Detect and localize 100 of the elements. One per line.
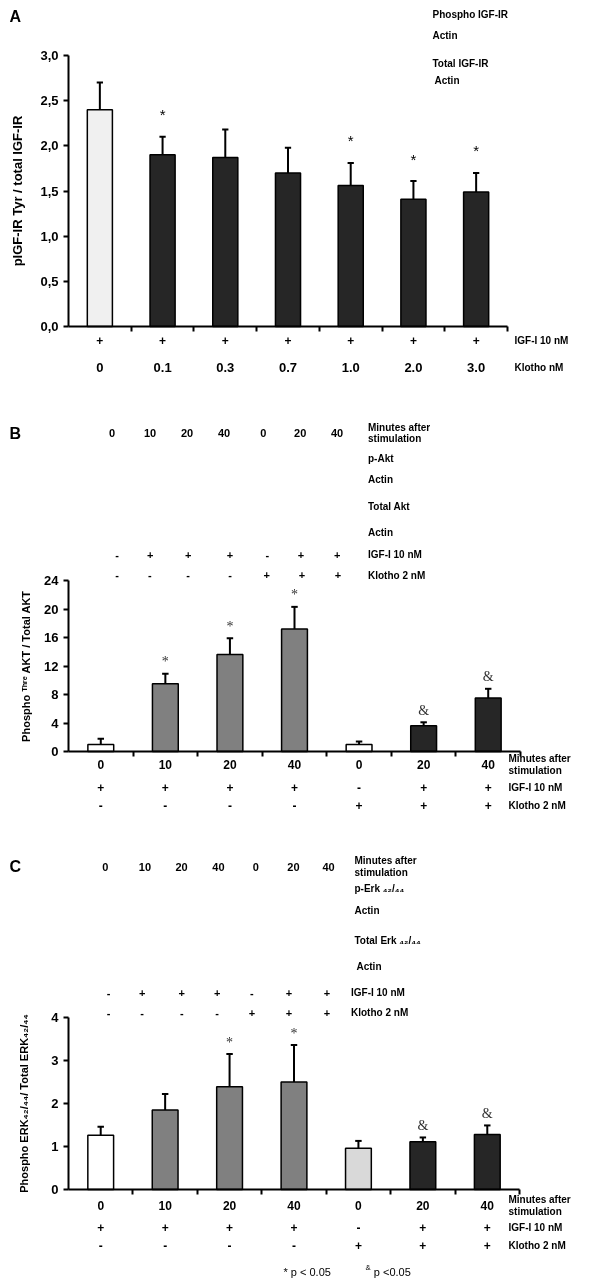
text: + xyxy=(178,986,186,999)
text: IGF-I 10 nM xyxy=(508,1222,563,1233)
y-tick-label: 1 xyxy=(51,1139,59,1154)
annotation: & xyxy=(481,1105,493,1121)
y-axis-title: pIGF-IR Tyr / total IGF-IR xyxy=(10,115,25,267)
text: Actin xyxy=(368,474,393,485)
x-tick-label: 0 - + xyxy=(354,1199,363,1253)
y-tick-label: 0 xyxy=(51,744,59,759)
x-tick-label: 40 + + xyxy=(481,758,496,813)
x-tick-label: 20 + - xyxy=(223,758,237,813)
x-tick-label: 40 + - xyxy=(287,1199,301,1253)
annotation: + xyxy=(248,1006,256,1019)
text: Minutes after stimulation xyxy=(368,421,431,445)
y-tick-label: 16 xyxy=(44,630,59,645)
text: Minutes after stimulation xyxy=(508,1194,571,1217)
annotation: - xyxy=(147,569,152,582)
y-tick-label: 8 xyxy=(51,687,59,702)
y-tick-label: 0,0 xyxy=(40,319,59,334)
annotation: - xyxy=(179,1006,184,1019)
text: 0 xyxy=(109,427,116,439)
text: + xyxy=(146,548,154,561)
y-tick-label: 0,5 xyxy=(40,273,59,289)
text: + xyxy=(226,548,234,561)
annotation: - xyxy=(106,1006,111,1019)
y-tick-label: 4 xyxy=(51,715,60,731)
x-tick-label: + 0.7 xyxy=(278,334,298,375)
annotation: * xyxy=(226,618,234,634)
x-tick-label: + 2.0 xyxy=(404,334,423,375)
text: Klotho 2 nM xyxy=(368,569,426,581)
chart-title: B xyxy=(9,424,22,442)
text: 40 xyxy=(330,427,344,439)
x-tick-label: 0 - + xyxy=(355,758,363,813)
x-tick-label: + 1.0 xyxy=(341,334,360,375)
text: Actin xyxy=(432,30,458,41)
text: - xyxy=(115,548,120,561)
annotation: * xyxy=(347,132,354,150)
annotation: * xyxy=(226,1034,234,1050)
x-tick-label: + 3.0 xyxy=(467,334,486,375)
text: p-Erk ₄₂/₄₄ xyxy=(354,882,405,894)
x-tick-label: 0 + - xyxy=(97,1199,105,1253)
annotation: * xyxy=(159,106,166,124)
text: - xyxy=(250,986,255,999)
text: p-Akt xyxy=(368,453,395,464)
text: 40 xyxy=(212,860,225,873)
y-tick-label: 4 xyxy=(51,1010,60,1025)
x-tick-label: 40 + - xyxy=(287,758,302,813)
annotation: * xyxy=(290,1025,298,1041)
chart-title: C xyxy=(9,858,22,875)
text: + xyxy=(213,986,221,999)
text: 20 xyxy=(180,427,194,439)
annotation: - xyxy=(215,1006,220,1019)
y-tick-label: 3 xyxy=(51,1053,59,1068)
y-axis-title: Phospho ERK₄₂/₄₄/ Total ERK₄₂/₄₄ xyxy=(17,1014,30,1193)
text: Klotho 2 nM xyxy=(508,1240,566,1251)
text: + xyxy=(297,548,305,561)
text: 0 xyxy=(102,860,109,873)
text: + xyxy=(138,986,146,999)
y-tick-label: 2,5 xyxy=(40,93,59,109)
text: Minutes after stimulation xyxy=(354,855,417,878)
text: IGF-I 10 nM xyxy=(514,335,569,346)
text: 40 xyxy=(322,860,335,873)
text: 20 xyxy=(287,860,300,873)
y-tick-label: 2,0 xyxy=(40,138,59,154)
text: + xyxy=(333,548,341,561)
x-tick-label: + 0.3 xyxy=(216,334,235,375)
x-tick-label: 10 + - xyxy=(158,758,173,813)
annotation: * xyxy=(161,654,169,670)
text: 40 xyxy=(217,427,231,439)
x-tick-label: 0 + - xyxy=(97,758,105,813)
x-tick-label: 40 + + xyxy=(480,1199,495,1253)
text: Total Erk ₄₂/₄₄ xyxy=(354,935,422,946)
annotation: & xyxy=(418,702,430,718)
text: Klotho nM xyxy=(514,361,564,373)
y-tick-label: 3,0 xyxy=(40,48,59,63)
text: 10 xyxy=(143,427,157,439)
x-tick-label: 10 + - xyxy=(158,1199,173,1253)
annotation: * xyxy=(291,587,298,603)
text: + xyxy=(184,548,192,561)
y-tick-label: 1,5 xyxy=(40,183,59,199)
text: Phospho IGF-IR xyxy=(432,9,509,20)
chart-title: A xyxy=(9,8,22,25)
x-tick-label: 20 + + xyxy=(416,1199,430,1253)
text: Total Akt xyxy=(368,501,411,512)
y-tick-label: 24 xyxy=(44,573,60,588)
text: 10 xyxy=(138,860,152,873)
annotation: + xyxy=(285,1006,293,1019)
annotation: + xyxy=(323,1006,331,1019)
text: Minutes after stimulation xyxy=(508,753,571,776)
y-tick-label: 20 xyxy=(44,601,59,617)
annotation: + xyxy=(298,569,306,582)
annotation: * xyxy=(473,142,480,160)
annotation: - xyxy=(140,1006,145,1019)
annotation: * xyxy=(410,150,417,168)
text: IGF-I 10 nM xyxy=(368,549,422,560)
text: Actin xyxy=(356,961,382,972)
annotation: + xyxy=(263,569,270,582)
text: + xyxy=(285,986,293,999)
annotation: - xyxy=(228,569,233,582)
text: IGF-I 10 nM xyxy=(351,987,405,998)
annotation: & xyxy=(417,1117,429,1133)
